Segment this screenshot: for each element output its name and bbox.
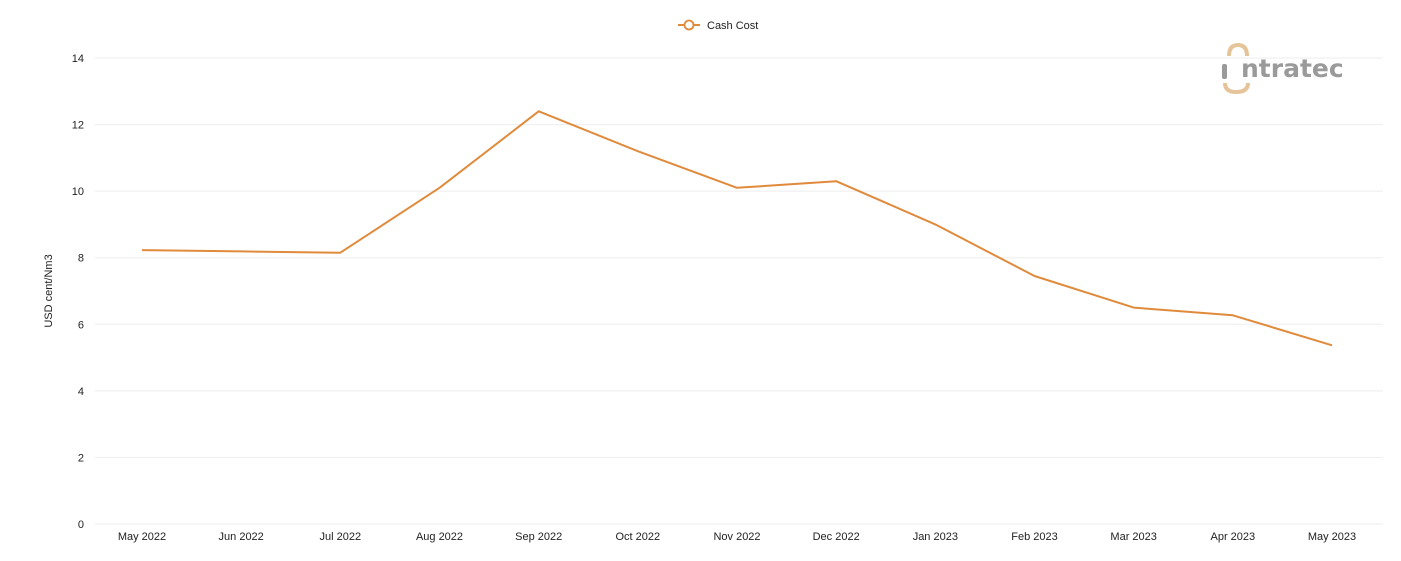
x-tick-label: Mar 2023: [1110, 531, 1156, 543]
x-tick-label: Oct 2022: [616, 531, 661, 543]
y-tick-label: 10: [72, 186, 84, 198]
y-tick-label: 14: [72, 53, 84, 65]
series-line-0[interactable]: [141, 110, 1333, 347]
x-tick-label: May 2023: [1308, 531, 1356, 543]
x-tick-label: Dec 2022: [813, 531, 860, 543]
y-tick-label: 2: [78, 452, 84, 464]
intratec-logo: ntratec: [1222, 42, 1344, 95]
x-tick-label: Feb 2023: [1011, 531, 1057, 543]
x-tick-label: May 2022: [118, 531, 166, 543]
intratec-logo-icon: [1222, 42, 1250, 95]
x-tick-label: Apr 2023: [1211, 531, 1256, 543]
grid-lines: [95, 57, 1383, 525]
y-tick-label: 8: [78, 253, 84, 265]
logo-text: ntratec: [1241, 54, 1344, 83]
legend-circle-marker: [683, 19, 695, 31]
series-lines: [141, 110, 1333, 347]
y-tick-label: 4: [78, 386, 84, 398]
legend-label-cash-cost: Cash Cost: [707, 20, 758, 32]
x-tick-label: Aug 2022: [416, 531, 463, 543]
y-tick-label: 12: [72, 120, 84, 132]
x-tick-label: Jul 2022: [320, 531, 362, 543]
y-axis-title: USD cent/Nm3: [43, 254, 55, 327]
legend[interactable]: Cash Cost: [678, 19, 758, 32]
y-tick-label: 0: [78, 519, 84, 531]
x-tick-label: Jan 2023: [913, 531, 958, 543]
x-tick-label: Nov 2022: [713, 531, 760, 543]
x-tick-label: Sep 2022: [515, 531, 562, 543]
y-tick-label: 6: [78, 319, 84, 331]
x-tick-label: Jun 2022: [219, 531, 264, 543]
x-axis-ticks: May 2022 Jun 2022 Jul 2022 Aug 2022 Sep 2022…: [118, 531, 1356, 543]
y-axis-ticks: 0 2 4 6 8 10 12 14: [72, 53, 84, 531]
